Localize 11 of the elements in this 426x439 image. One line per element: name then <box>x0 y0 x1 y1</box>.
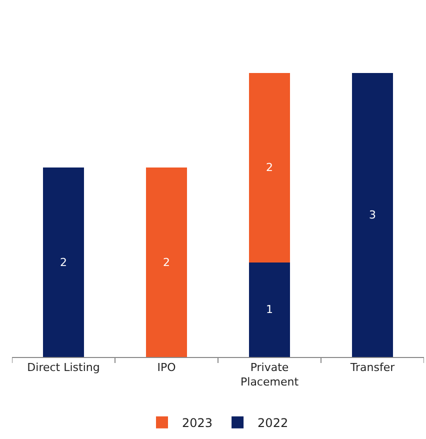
data-label: 2 <box>163 256 170 269</box>
legend-label: 2023 <box>182 416 213 430</box>
x-tick-label: Direct Listing <box>27 361 100 374</box>
data-label: 2 <box>60 256 67 269</box>
x-tick-label: Transfer <box>349 361 396 374</box>
data-label: 1 <box>266 303 273 316</box>
x-tick-label: Private Placement <box>240 361 300 388</box>
legend-label: 2022 <box>258 416 288 430</box>
data-label: 3 <box>369 208 376 222</box>
data-label: 2 <box>266 161 273 174</box>
x-tick-label: IPO <box>157 361 176 374</box>
